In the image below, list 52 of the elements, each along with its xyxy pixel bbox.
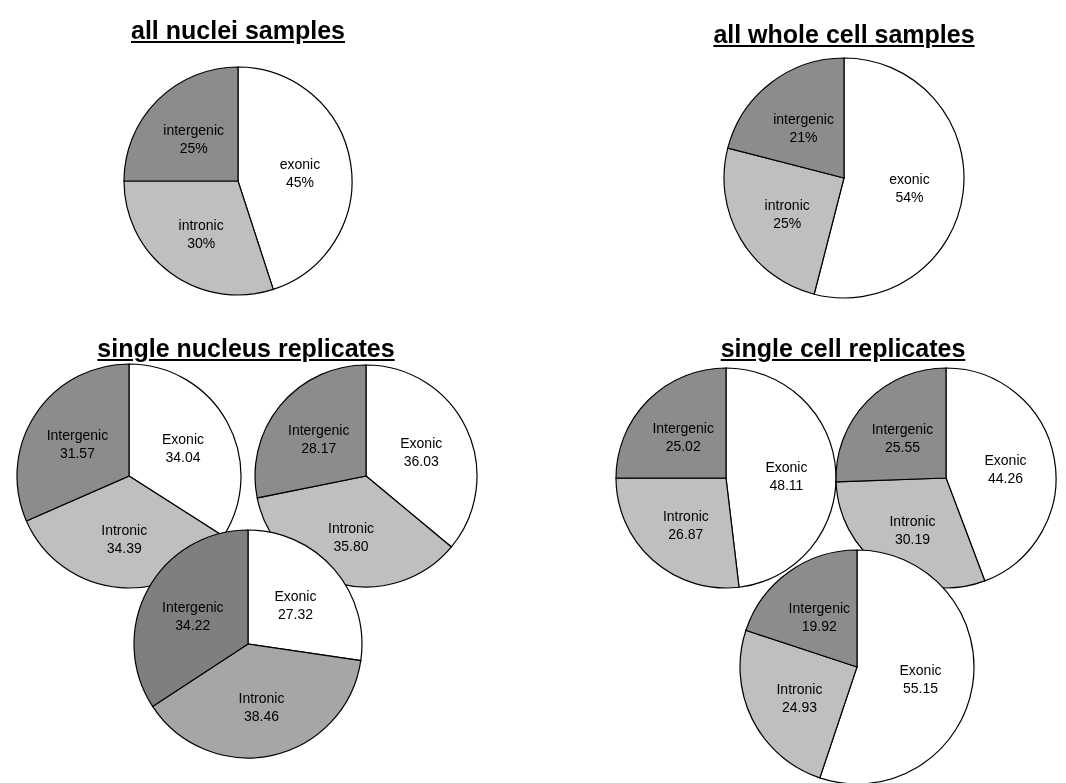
slice-label: Exonic	[162, 431, 205, 448]
data-label: 45%	[285, 174, 314, 191]
data-label: 25.55	[884, 438, 921, 455]
data-label: 30.19	[894, 531, 931, 548]
slice-label: Exonic	[400, 435, 443, 452]
slice-label: Intronic	[776, 680, 823, 697]
data-label: 55.15	[902, 680, 939, 697]
slice-label: Intronic	[101, 522, 148, 539]
slice-label: Intergenic	[162, 599, 224, 616]
slice-label: Exonic	[274, 588, 317, 605]
slice-label: Intergenic	[871, 420, 934, 437]
slice-label: exonic	[889, 171, 930, 188]
slice-label: intergenic	[163, 121, 225, 138]
data-label: 25%	[773, 214, 802, 231]
slice-label: Intergenic	[652, 420, 714, 437]
data-label: 19.92	[801, 617, 838, 634]
data-label: 25%	[179, 139, 208, 156]
slice-label: Intronic	[889, 513, 936, 530]
slice-label: intronic	[178, 216, 224, 233]
data-label: 48.11	[769, 477, 804, 494]
data-label: 25.02	[665, 438, 701, 455]
slice-label: Exonic	[899, 662, 942, 679]
data-label: 36.03	[403, 453, 439, 470]
data-label: 31.57	[59, 445, 96, 462]
data-label: 34.04	[165, 449, 201, 466]
slice-label: exonic	[279, 156, 321, 173]
data-label: 28.17	[301, 440, 337, 457]
slice-label: Exonic	[765, 459, 808, 476]
data-label: 30%	[187, 234, 216, 251]
chart-title: all nuclei samples	[131, 16, 345, 45]
data-label: 44.26	[988, 470, 1024, 487]
slice-label: Intronic	[662, 508, 709, 525]
slice-label: Intergenic	[46, 427, 109, 444]
data-label: 34.39	[106, 540, 142, 557]
slice-label: intronic	[764, 196, 810, 213]
data-label: 27.32	[277, 606, 314, 623]
slice-label: intergenic	[773, 110, 834, 127]
data-label: 54%	[895, 189, 924, 206]
slice-label: Intronic	[328, 520, 375, 537]
chart-title: single nucleus replicates	[97, 334, 395, 363]
slice-label: Intergenic	[288, 422, 350, 439]
data-label: 34.22	[175, 617, 211, 634]
slice-label: Intronic	[238, 690, 285, 707]
slice-label: Intergenic	[788, 599, 851, 616]
data-label: 21%	[789, 128, 818, 145]
slice-label: Exonic	[984, 452, 1027, 469]
data-label: 24.93	[781, 698, 818, 715]
data-label: 38.46	[243, 708, 280, 725]
data-label: 35.80	[333, 538, 369, 555]
chart-title: all whole cell samples	[713, 20, 975, 49]
data-label: 26.87	[668, 526, 704, 543]
chart-title: single cell replicates	[720, 334, 966, 363]
